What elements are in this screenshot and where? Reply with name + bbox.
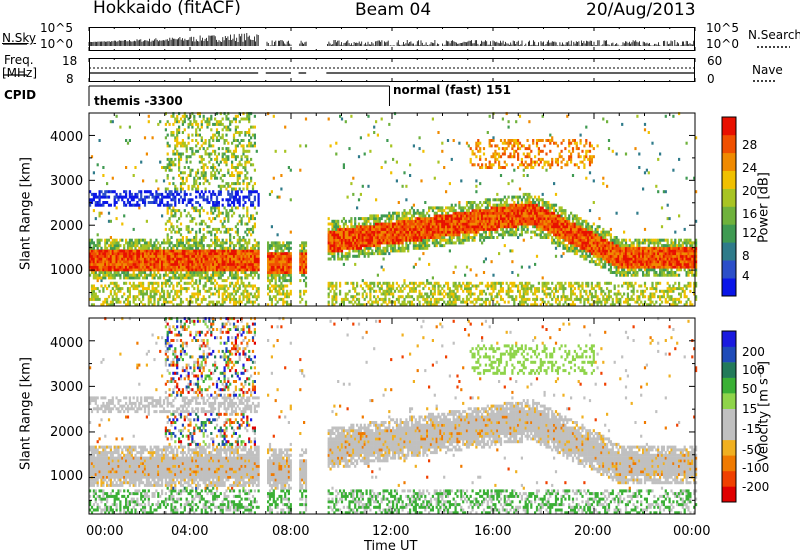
freq-label: Freq. — [4, 53, 34, 67]
power-ylabel: Slant Range [km] — [18, 157, 34, 270]
freq-tick-top: 18 — [62, 54, 78, 68]
power-cb-tick-28: 28 — [742, 138, 758, 152]
beam-label: Beam 04 — [355, 0, 432, 20]
power-cb-tick-16: 16 — [742, 207, 758, 221]
freq-unit: [MHz] — [2, 66, 38, 80]
time-xlabel: Time UT — [364, 539, 418, 554]
nsearch-label: N.Search — [748, 28, 800, 42]
power-colorbar — [721, 116, 737, 297]
freq-tick-bottom: 8 — [66, 72, 74, 86]
x-tick-3: 12:00 — [372, 524, 410, 539]
x-tick-5: 20:00 — [574, 524, 612, 539]
power-cb-tick-24: 24 — [742, 161, 758, 175]
vel-cb-tick-50: 50 — [742, 382, 758, 396]
power-cb-tick-20: 20 — [742, 184, 758, 198]
cpid-label: CPID — [4, 88, 37, 102]
velocity-colorbar — [721, 330, 737, 503]
vel-cb-tick-m200: -200 — [742, 480, 770, 494]
power-cb-tick-4: 4 — [742, 269, 750, 283]
power-y-tick-1000: 1000 — [50, 263, 84, 278]
velocity-ylabel: Slant Range [km] — [18, 357, 34, 470]
x-tick-6: 00:00 — [673, 524, 711, 539]
plot-title: Hokkaido (fitACF) — [93, 0, 241, 18]
power-y-tick-3000: 3000 — [50, 174, 84, 189]
vel-cb-tick-m100: -100 — [742, 461, 770, 475]
nsky-label: N.Sky — [2, 31, 37, 45]
date-label: 20/Aug/2013 — [586, 0, 696, 20]
cpid-mode-themis: themis -3300 — [94, 94, 183, 108]
power-y-tick-4000: 4000 — [50, 130, 84, 145]
velocity-y-tick-1000: 1000 — [50, 469, 84, 484]
power-colorbar-label: Power [dB] — [756, 172, 772, 243]
nsearch-tick-bottom: 10^0 — [706, 37, 739, 51]
power-cb-tick-8: 8 — [742, 249, 750, 263]
power-y-tick-2000: 2000 — [50, 219, 84, 234]
vel-cb-tick-200: 200 — [742, 345, 765, 359]
x-tick-4: 16:00 — [474, 524, 512, 539]
nave-tick-top: 60 — [707, 54, 723, 68]
nsky-tick-bottom: 10^0 — [40, 37, 73, 51]
vel-cb-tick-100: 100 — [742, 363, 765, 377]
velocity-y-tick-3000: 3000 — [50, 380, 84, 395]
nsky-trace — [88, 33, 695, 46]
cpid-mode-normal: normal (fast) 151 — [393, 83, 511, 97]
nave-tick-bottom: 0 — [707, 72, 715, 86]
x-tick-1: 04:00 — [171, 524, 209, 539]
x-tick-0: 00:00 — [86, 524, 124, 539]
cpid-divider — [88, 85, 390, 106]
vel-cb-tick-m15: -15 — [742, 422, 762, 436]
nsky-tick-top: 10^5 — [40, 21, 73, 35]
vel-cb-tick-m50: -50 — [742, 443, 762, 457]
velocity-y-tick-2000: 2000 — [50, 425, 84, 440]
nave-label: Nave — [752, 63, 783, 77]
velocity-y-tick-4000: 4000 — [50, 336, 84, 351]
nsearch-tick-top: 10^5 — [706, 21, 739, 35]
x-tick-2: 08:00 — [272, 524, 310, 539]
vel-cb-tick-15: 15 — [742, 402, 758, 416]
power-cb-tick-12: 12 — [742, 226, 758, 240]
